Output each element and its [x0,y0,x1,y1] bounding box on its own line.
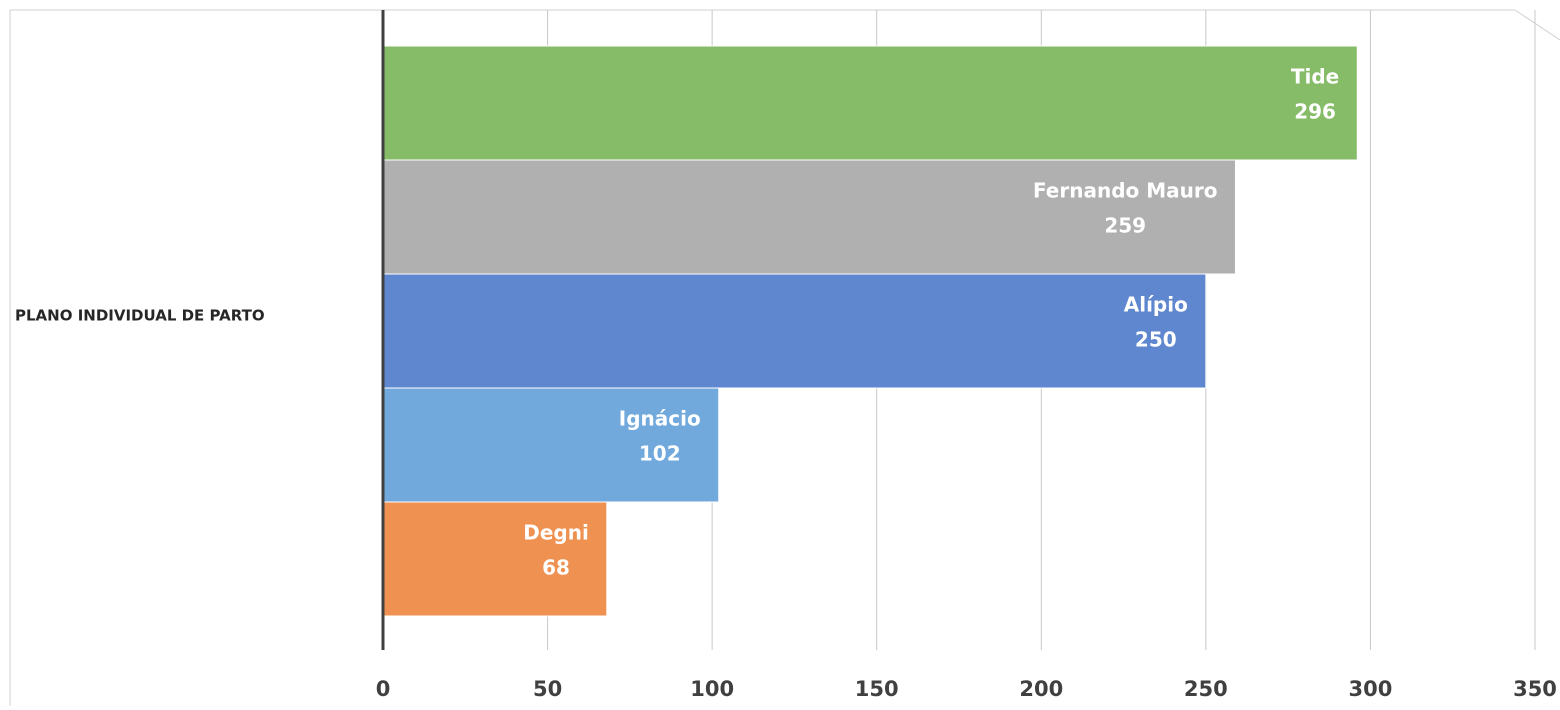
x-tick-label: 350 [1513,677,1557,701]
frame-corner [1514,9,1560,41]
x-tick-label: 50 [533,677,562,701]
data-label-value: 259 [1104,214,1146,238]
x-tick-label: 100 [690,677,734,701]
x-tick-label: 300 [1349,677,1393,701]
x-tick-label: 250 [1184,677,1228,701]
data-label-name: Tide [1291,65,1339,89]
bar [382,501,608,617]
data-label-name: Ignácio [619,407,701,431]
x-tick-label: 200 [1019,677,1063,701]
data-label-name: Degni [523,521,589,545]
data-label-name: Fernando Mauro [1033,179,1218,203]
data-label-value: 102 [639,442,681,466]
category-label: PLANO INDIVIDUAL DE PARTO [15,307,265,325]
data-label-name: Alípio [1124,293,1188,317]
data-label-value: 250 [1135,328,1177,352]
bar [382,273,1207,389]
data-label-value: 68 [542,556,570,580]
x-tick-label: 0 [376,677,391,701]
data-label-value: 296 [1294,100,1336,124]
bar [382,159,1236,275]
bar [382,45,1358,161]
x-tick-label: 150 [855,677,899,701]
